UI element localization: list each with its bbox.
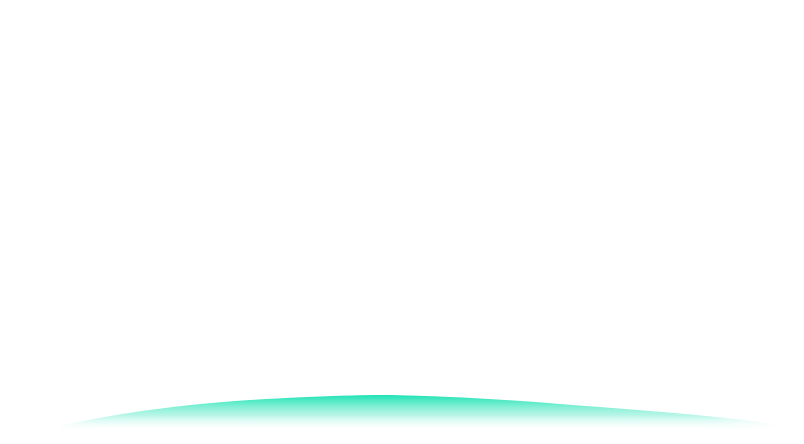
blank-page	[0, 385, 804, 444]
teal-gradient-wave-icon	[0, 385, 804, 444]
